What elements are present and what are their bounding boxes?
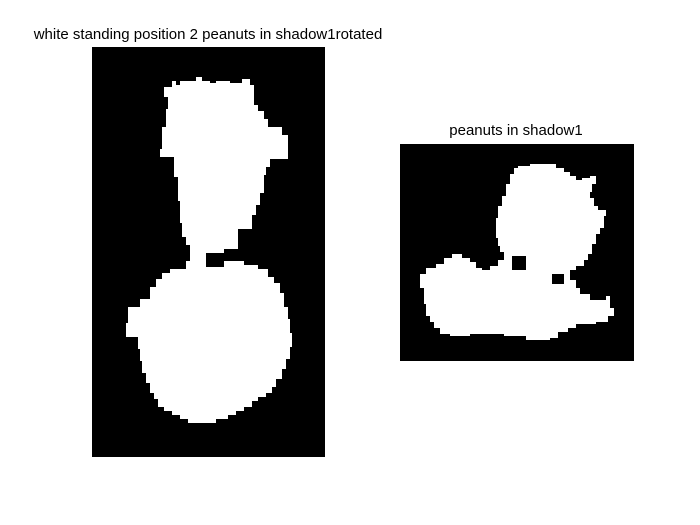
right-binary-image xyxy=(400,144,634,361)
standing-peanut-silhouette xyxy=(126,77,292,423)
right-image-title: peanuts in shadow1 xyxy=(449,122,583,139)
lying-peanut-silhouette xyxy=(420,164,614,340)
left-binary-image xyxy=(92,47,325,457)
left-image-title: white standing position 2 peanuts in sha… xyxy=(33,26,383,43)
